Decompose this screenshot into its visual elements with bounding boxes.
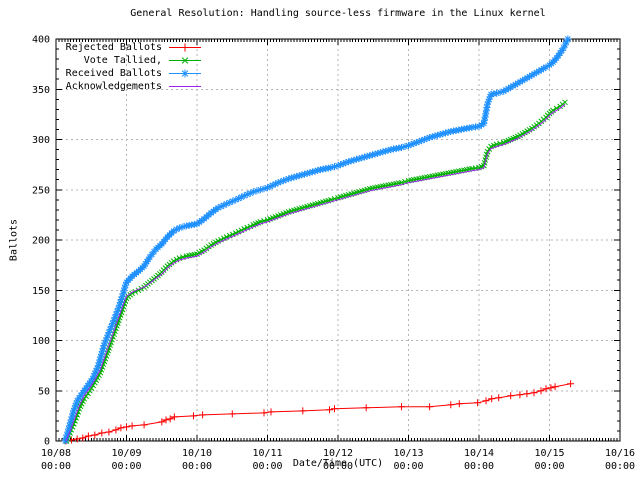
tick-labels: 0 50 100 150 200 250 300 350 400 10/08 00:00 10/09 0…: [32, 35, 635, 473]
x-tick-time: 00:00: [393, 461, 423, 472]
x-tick-date: 10/10: [182, 448, 212, 459]
x-axis-label: Date/Time (UTC): [292, 458, 384, 469]
x-tick-time: 00:00: [111, 461, 141, 472]
legend: Rejected Ballots Vote Tallied, Received …: [60, 41, 204, 93]
legend-label: Rejected Ballots: [65, 42, 162, 53]
y-tick-label: 50: [38, 386, 50, 397]
y-tick-label: 0: [44, 437, 50, 448]
series-received-ballots: [61, 35, 572, 445]
x-tick-time: 00:00: [252, 461, 282, 472]
legend-item-rejected-ballots: Rejected Ballots: [60, 41, 204, 54]
chart-title: General Resolution: Handling source-less…: [130, 8, 546, 19]
x-marker-icon: [169, 57, 201, 64]
x-tick-time: 00:00: [605, 461, 635, 472]
x-tick-time: 00:00: [182, 461, 212, 472]
x-tick-time: 00:00: [534, 461, 564, 472]
asterisk-marker-icon: [169, 69, 201, 78]
y-tick-label: 150: [32, 286, 50, 297]
y-tick-label: 350: [32, 85, 50, 96]
series-acknowledgements: [65, 103, 566, 442]
legend-label: Received Ballots: [65, 68, 162, 79]
grid-lines: [56, 39, 620, 441]
x-tick-time: 00:00: [464, 461, 494, 472]
legend-label: Vote Tallied,: [83, 55, 162, 66]
x-tick-date: 10/13: [393, 448, 423, 459]
x-tick-date: 10/08: [41, 448, 71, 459]
series-rejected-ballots: [62, 380, 575, 445]
line-marker-icon: [169, 86, 201, 87]
y-tick-label: 100: [32, 336, 50, 347]
legend-item-vote-tallied: Vote Tallied,: [60, 54, 204, 67]
legend-item-received-ballots: Received Ballots: [60, 67, 204, 80]
y-tick-label: 200: [32, 236, 50, 247]
x-tick-date: 10/16: [605, 448, 635, 459]
legend-item-acknowledgements: Acknowledgements: [60, 80, 204, 93]
axis-ticks: [55, 38, 621, 442]
x-tick-time: 00:00: [323, 461, 353, 472]
y-tick-label: 400: [32, 35, 50, 46]
legend-label: Acknowledgements: [65, 81, 162, 92]
x-tick-date: 10/11: [252, 448, 282, 459]
x-tick-date: 10/15: [534, 448, 564, 459]
plus-marker-icon: [169, 43, 201, 52]
x-tick-date: 10/12: [323, 448, 353, 459]
x-tick-date: 10/09: [111, 448, 141, 459]
y-tick-label: 250: [32, 185, 50, 196]
x-tick-date: 10/14: [464, 448, 494, 459]
y-tick-label: 300: [32, 135, 50, 146]
x-tick-time: 00:00: [41, 461, 71, 472]
